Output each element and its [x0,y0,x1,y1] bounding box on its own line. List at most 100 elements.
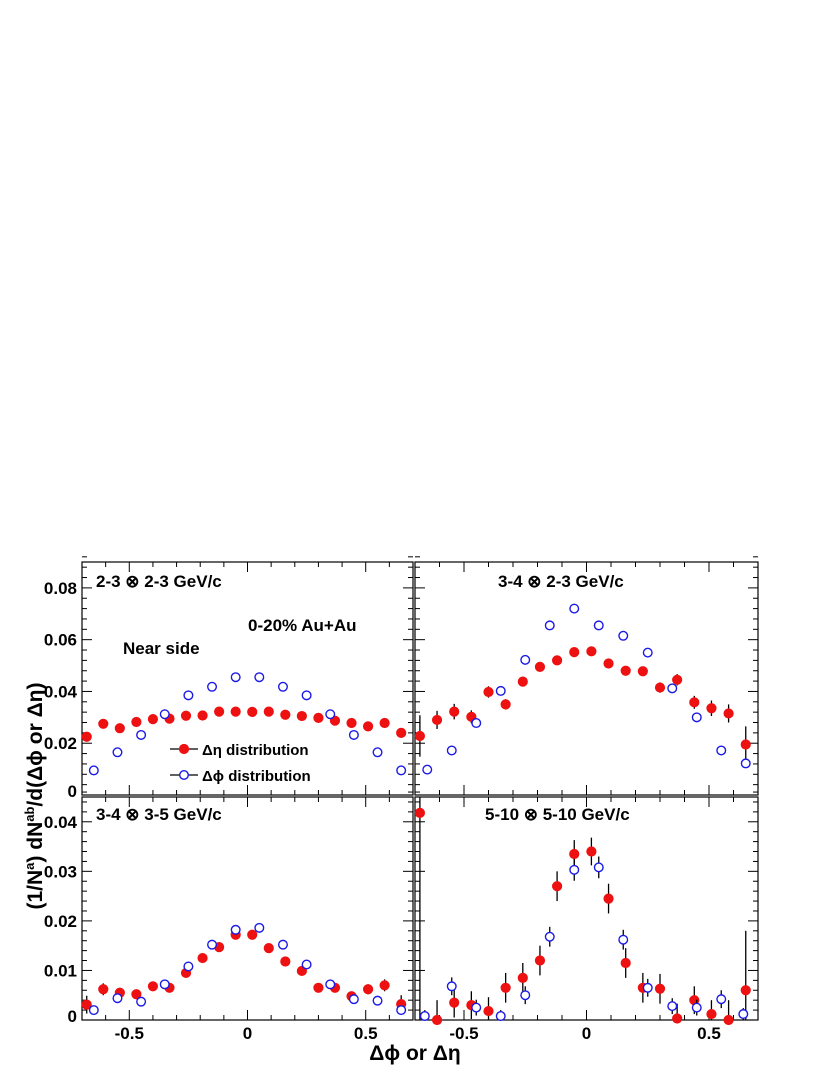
eta-point [723,1014,734,1026]
phi-point [618,630,629,641]
x-tick-label: 0.5 [354,1024,378,1043]
phi-point [544,620,555,631]
phi-point [667,683,678,694]
eta-point [483,1005,494,1017]
panel-title-2: 3-4 ⊗ 2-3 GeV/c [498,572,624,591]
eta-series [414,797,751,1026]
phi-point [471,718,482,729]
phi-point [325,979,336,990]
eta-point [534,661,546,672]
centrality-annotation: 0-20% Au+Au [248,616,356,635]
phi-point [372,747,383,758]
phi-point [112,993,123,1004]
x-tick-label: -0.5 [115,1024,144,1043]
phi-point [691,1002,702,1013]
legend-eta-label: Δη distribution [202,742,309,759]
phi-point [446,981,457,992]
eta-point [620,957,631,969]
eta-point [620,665,631,676]
eta-point [131,989,142,1000]
phi-point [471,1002,482,1013]
x-axis-title: Δϕ or Δη [369,1042,460,1065]
eta-point [431,1014,443,1026]
y-tick-label: 0.08 [44,579,77,598]
eta-point [603,658,614,669]
phi-point [544,931,555,942]
phi-point [159,709,170,720]
panel-frame [81,796,414,1021]
y-tick-label: 0.04 [44,813,78,832]
legend [170,743,198,781]
phi-series [419,856,749,1022]
phi-point [325,709,336,720]
phi-point [740,758,751,769]
eta-point [637,666,648,677]
eta-point [431,714,443,726]
phi-point [716,994,727,1005]
x-tick-label: 0 [582,1024,591,1043]
phi-point [159,979,170,990]
eta-point [552,881,563,892]
phi-point [593,620,604,631]
eta-point [552,655,563,666]
eta-point [296,710,307,722]
eta-point [414,807,425,818]
phi-point [88,765,99,776]
phi-point [593,862,604,873]
eta-point [197,952,208,964]
legend-phi-marker [178,770,189,781]
phi-point [254,672,265,683]
phi-point [301,690,312,701]
eta-point [569,646,580,658]
panel-frame [81,561,414,796]
eta-point [362,984,374,995]
eta-point [603,893,614,904]
eta-point [483,686,494,698]
eta-point [247,929,258,940]
eta-point [98,984,109,995]
eta-point [534,955,546,966]
legend-phi-label: Δϕ distribution [202,768,311,785]
legend-eta-marker [178,743,190,755]
eta-point [81,731,92,742]
phi-point [618,934,629,945]
eta-point [180,710,192,721]
y-tick-label: 0.02 [44,912,77,931]
panel-1: 0 0.02 0.04 0.06 0.08 [44,556,414,801]
eta-point [346,717,357,729]
x-tick-label: -0.5 [449,1024,478,1043]
eta-point [379,980,390,991]
phi-point [520,654,531,665]
eta-point [379,717,390,729]
phi-point [446,745,457,756]
y-tick-label: 0.06 [44,631,77,650]
eta-point [280,709,291,720]
eta-point [114,723,125,734]
eta-point [569,848,580,860]
eta-point [230,706,241,717]
eta-point [263,943,274,954]
y-tick-label: 0.02 [44,734,77,753]
eta-point [740,739,751,750]
phi-point [183,690,194,701]
phi-point [112,747,123,758]
y-axis-title: (1/Na) dNab/d(Δϕ or Δη) [22,683,47,910]
phi-point [254,922,265,933]
phi-point [642,982,653,993]
phi-series [422,603,751,775]
panel-3: 0 0.01 0.02 0.03 0.04 [44,791,414,1026]
phi-point [207,681,218,692]
eta-point [723,708,734,719]
phi-point [642,647,653,658]
eta-point [98,718,109,729]
phi-point [230,924,241,935]
eta-point [147,714,159,725]
phi-point [691,712,702,723]
eta-point [706,703,717,714]
phi-point [183,961,194,972]
phi-point [396,1005,407,1016]
eta-point [313,982,324,993]
phi-point [207,939,218,950]
